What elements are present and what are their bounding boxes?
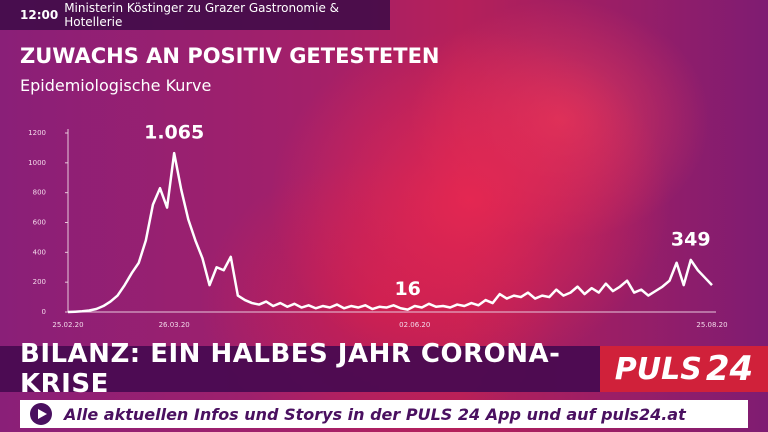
chart: 0 200 400 600 800 1000 1200 25.02.20 26.03.20 02.… — [28, 122, 728, 329]
x-tick-label: 02.06.20 — [399, 321, 430, 329]
ticker-text: Ministerin Köstinger zu Grazer Gastronom… — [64, 1, 339, 29]
y-tick-label: 800 — [33, 189, 46, 197]
data-line — [67, 151, 713, 314]
y-tick-label: 0 — [42, 308, 46, 316]
headline-banner: BILANZ: EIN HALBES JAHR CORONA-KRISE — [0, 339, 600, 399]
value-label: 16 — [394, 278, 420, 300]
play-icon — [30, 403, 52, 425]
value-label: 1.065 — [144, 122, 204, 144]
y-tick-label: 600 — [33, 219, 46, 227]
info-text: Alle aktuellen Infos und Storys in der P… — [64, 404, 686, 424]
logo: PULS 24 — [600, 346, 768, 392]
ticker: 12:00 Ministerin Köstinger zu Grazer Gast… — [0, 0, 390, 30]
chart-title: ZUWACHS AN POSITIV GETESTETEN — [20, 44, 440, 68]
x-tick-label: 26.03.20 — [159, 321, 190, 329]
ticker-time: 12:00 — [20, 8, 59, 22]
y-tick-label: 200 — [33, 278, 46, 286]
value-label: 349 — [671, 228, 711, 250]
info-bar: Alle aktuellen Infos und Storys in der P… — [20, 400, 748, 428]
logo-number: 24 — [705, 349, 754, 389]
chart-subtitle: Epidemiologische Kurve — [20, 76, 212, 95]
y-tick-label: 1200 — [28, 129, 46, 137]
logo-word: PULS — [614, 351, 702, 387]
y-tick-label: 400 — [33, 248, 46, 256]
x-tick-label: 25.08.20 — [696, 321, 727, 329]
x-tick-label: 25.02.20 — [52, 321, 83, 329]
y-tick-label: 1000 — [28, 159, 46, 167]
